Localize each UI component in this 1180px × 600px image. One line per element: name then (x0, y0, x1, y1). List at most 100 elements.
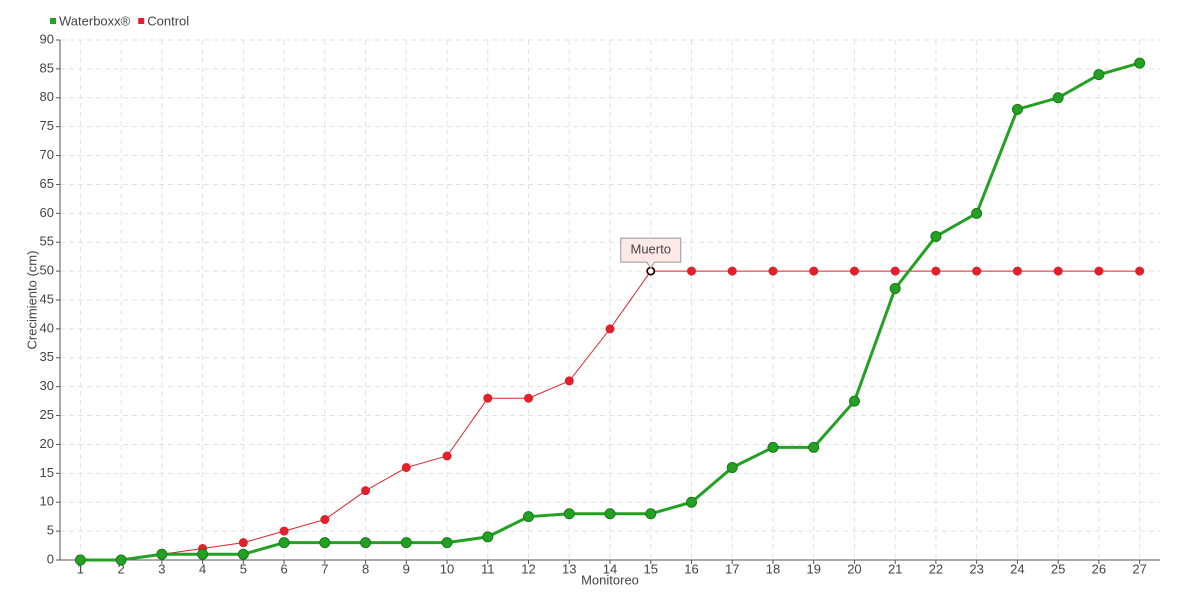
x-tick-label: 16 (684, 561, 698, 576)
y-tick-label: 45 (40, 291, 54, 306)
data-point (1135, 266, 1145, 276)
data-point (605, 324, 615, 334)
x-tick-label: 9 (403, 561, 410, 576)
data-point (685, 496, 697, 508)
data-point (319, 537, 331, 549)
x-axis-label: Monitoreo (581, 572, 639, 587)
y-tick-label: 80 (40, 89, 54, 104)
y-tick-label: 55 (40, 234, 54, 249)
x-tick-label: 8 (362, 561, 369, 576)
y-axis-label: Crecimiento (cm) (24, 251, 39, 350)
legend-label: Control (147, 13, 189, 28)
y-tick-label: 35 (40, 349, 54, 364)
x-tick-label: 11 (481, 561, 495, 576)
data-point (809, 266, 819, 276)
x-tick-label: 7 (321, 561, 328, 576)
data-point (400, 537, 412, 549)
x-tick-label: 10 (440, 561, 454, 576)
data-point (931, 266, 941, 276)
y-tick-label: 65 (40, 176, 54, 191)
data-point (1011, 103, 1023, 115)
data-point (849, 266, 859, 276)
data-point (237, 548, 249, 560)
x-tick-label: 15 (644, 561, 658, 576)
data-point (360, 537, 372, 549)
data-point (278, 537, 290, 549)
data-point (768, 266, 778, 276)
y-tick-label: 25 (40, 407, 54, 422)
y-tick-label: 5 (47, 523, 54, 538)
data-point (930, 230, 942, 242)
x-tick-label: 1 (77, 561, 84, 576)
data-point (727, 266, 737, 276)
x-tick-label: 19 (806, 561, 820, 576)
data-point (1053, 266, 1063, 276)
data-point (972, 266, 982, 276)
legend-swatch (138, 18, 145, 24)
x-tick-label: 13 (562, 561, 576, 576)
y-tick-label: 60 (40, 205, 54, 220)
x-tick-label: 3 (158, 561, 165, 576)
annotation-text: Muerto (631, 242, 671, 257)
data-point (482, 531, 494, 543)
x-tick-label: 25 (1051, 561, 1065, 576)
x-tick-label: 21 (888, 561, 902, 576)
y-tick-label: 90 (40, 31, 54, 46)
x-tick-label: 6 (280, 561, 287, 576)
data-point (442, 451, 452, 461)
data-point (1134, 57, 1146, 69)
y-tick-label: 0 (47, 551, 54, 566)
data-point (767, 441, 779, 453)
x-tick-label: 17 (725, 561, 739, 576)
data-point (523, 511, 535, 523)
x-tick-label: 27 (1132, 561, 1146, 576)
x-tick-label: 14 (603, 561, 617, 576)
data-point (361, 486, 371, 496)
x-tick-label: 23 (969, 561, 983, 576)
annotation-box (620, 237, 682, 270)
y-tick-label: 20 (40, 436, 54, 451)
y-tick-label: 85 (40, 60, 54, 75)
x-tick-label: 12 (521, 561, 535, 576)
data-point (1094, 266, 1104, 276)
data-point (563, 508, 575, 520)
x-tick-label: 22 (929, 561, 943, 576)
data-point (320, 515, 330, 525)
x-tick-label: 2 (117, 561, 124, 576)
y-tick-label: 30 (40, 378, 54, 393)
data-point (524, 393, 534, 403)
data-point (645, 508, 657, 520)
y-tick-label: 15 (40, 465, 54, 480)
data-point (156, 548, 168, 560)
data-point (1052, 92, 1064, 104)
data-point (808, 441, 820, 453)
x-tick-label: 24 (1010, 561, 1024, 576)
data-point (604, 508, 616, 520)
data-point (441, 537, 453, 549)
data-point (115, 554, 127, 566)
x-tick-label: 18 (766, 561, 780, 576)
data-point (971, 207, 983, 219)
data-point (279, 526, 289, 536)
data-point (848, 395, 860, 407)
data-point (401, 463, 411, 473)
y-tick-label: 70 (40, 147, 54, 162)
data-point (483, 393, 493, 403)
data-point (1012, 266, 1022, 276)
legend-swatch (50, 18, 56, 24)
x-tick-label: 4 (199, 561, 206, 576)
data-point (74, 554, 86, 566)
y-tick-label: 75 (40, 118, 54, 133)
x-tick-label: 20 (847, 561, 861, 576)
x-tick-label: 26 (1092, 561, 1106, 576)
data-point (726, 462, 738, 474)
x-tick-label: 5 (240, 561, 247, 576)
data-point (889, 282, 901, 294)
legend-label: Waterboxx® (59, 13, 131, 28)
data-point (1093, 69, 1105, 81)
y-tick-label: 50 (40, 263, 54, 278)
data-point (564, 376, 574, 386)
data-point (238, 538, 248, 548)
data-point (686, 266, 696, 276)
